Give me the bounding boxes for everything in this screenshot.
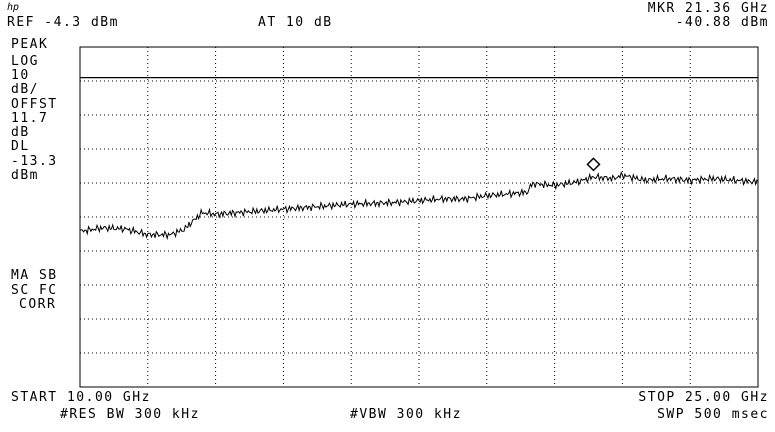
annotation-ma-sb: MA SB	[11, 268, 58, 283]
display-line-value: -13.3	[11, 154, 58, 169]
sweep-time: SWP 500 msec	[657, 407, 769, 422]
scale-type: LOG	[11, 54, 39, 69]
trace-line	[79, 171, 759, 241]
annotation-sc-fc: SC FC	[11, 283, 58, 298]
marker-diamond	[586, 157, 601, 172]
marker-frequency: MKR 21.36 GHz	[647, 1, 769, 16]
graticule	[80, 47, 758, 387]
scale-value: 10	[11, 68, 30, 83]
offset-label: OFFST	[11, 97, 58, 112]
display-line-unit: dBm	[11, 168, 39, 183]
start-frequency: START 10.00 GHz	[11, 390, 151, 405]
scale-unit: dB/	[11, 82, 39, 97]
video-bandwidth: #VBW 300 kHz	[350, 407, 462, 422]
stop-frequency: STOP 25.00 GHz	[638, 390, 769, 405]
hp-logo: hp	[7, 2, 20, 13]
annotation-corr: CORR	[19, 297, 57, 312]
reference-level: REF -4.3 dBm	[7, 15, 119, 30]
display-line-label: DL	[11, 139, 30, 154]
offset-value: 11.7	[11, 111, 49, 126]
offset-unit: dB	[11, 125, 30, 140]
resolution-bandwidth: #RES BW 300 kHz	[60, 407, 200, 422]
detector-mode: PEAK	[11, 37, 49, 52]
graticule-frame	[79, 46, 759, 388]
marker-amplitude: -40.88 dBm	[675, 15, 769, 30]
attenuation: AT 10 dB	[258, 15, 333, 30]
